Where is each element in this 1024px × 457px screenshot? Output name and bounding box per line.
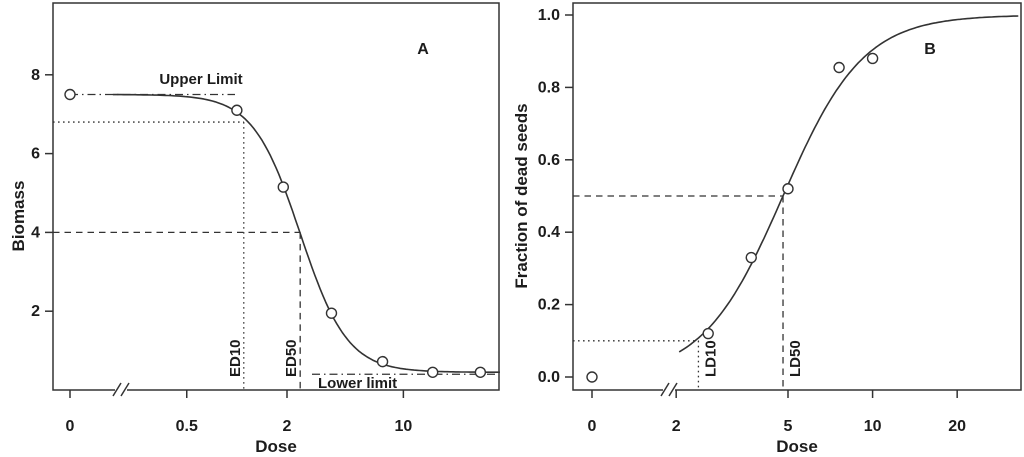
axis-break-gap — [663, 387, 675, 394]
data-point — [426, 366, 439, 378]
y-tick-label: 6 — [31, 146, 40, 163]
axis-break-icon — [668, 382, 678, 397]
axis-break-icon — [112, 382, 122, 397]
y-tick-label: 1.0 — [538, 7, 560, 24]
axis-break-icon — [120, 382, 130, 397]
fitted-curve — [678, 15, 1019, 353]
y-tick-label: 0.4 — [538, 224, 560, 241]
y-axis-title: Biomass — [9, 181, 28, 252]
ed10-label: ED10 — [227, 339, 244, 377]
y-tick-label: 4 — [31, 224, 40, 241]
data-point — [833, 61, 845, 74]
data-point — [277, 181, 289, 193]
plot-box — [52, 2, 500, 391]
x-tick-label: 10 — [394, 418, 412, 435]
panel-a: 0 0.5 2 10 2 4 6 8 Upper Limit Lower limit ED10 ED5… — [9, 2, 500, 456]
y-tick-label: 0.8 — [538, 79, 560, 96]
data-point — [474, 366, 487, 378]
x-tick-label: 0 — [66, 418, 75, 435]
data-point — [702, 327, 714, 340]
x-tick-label: 0 — [588, 418, 597, 435]
axis-break-gap — [115, 387, 127, 394]
lower-limit-label: Lower limit — [318, 375, 397, 392]
y-tick-label: 2 — [31, 303, 40, 320]
ld10-label: LD10 — [702, 340, 719, 377]
x-tick-label: 5 — [784, 418, 793, 435]
ld50-label: LD50 — [787, 340, 804, 377]
ed50-label: ED50 — [283, 339, 300, 377]
data-point — [231, 104, 243, 116]
x-axis-title: Dose — [776, 437, 818, 456]
x-tick-label: 2 — [672, 418, 681, 435]
data-point — [64, 88, 76, 101]
y-tick-label: 0.0 — [538, 369, 560, 386]
y-tick-label: 0.2 — [538, 297, 560, 314]
panel-b: 0 2 5 10 20 0.0 0.2 0.4 0.6 0.8 1.0 LD10 LD50 Dose Fra… — [512, 2, 1022, 456]
panel-letter: A — [417, 41, 429, 58]
data-point — [745, 251, 757, 264]
fitted-curve — [112, 93, 500, 373]
data-point — [325, 307, 338, 319]
y-axis-title: Fraction of dead seeds — [512, 103, 531, 288]
data-point — [866, 52, 879, 65]
x-axis-title: Dose — [255, 437, 297, 456]
data-point — [376, 355, 389, 368]
upper-limit-label: Upper Limit — [159, 71, 242, 88]
data-point — [782, 183, 794, 195]
x-tick-label: 0.5 — [176, 418, 198, 435]
x-tick-label: 10 — [864, 418, 882, 435]
axis-break-icon — [660, 382, 670, 397]
panel-letter: B — [924, 41, 936, 58]
y-tick-label: 0.6 — [538, 152, 560, 169]
x-tick-label: 20 — [948, 418, 966, 435]
data-point — [586, 371, 598, 383]
x-tick-label: 2 — [283, 418, 292, 435]
plot-box — [572, 2, 1022, 391]
y-tick-label: 8 — [31, 67, 40, 84]
